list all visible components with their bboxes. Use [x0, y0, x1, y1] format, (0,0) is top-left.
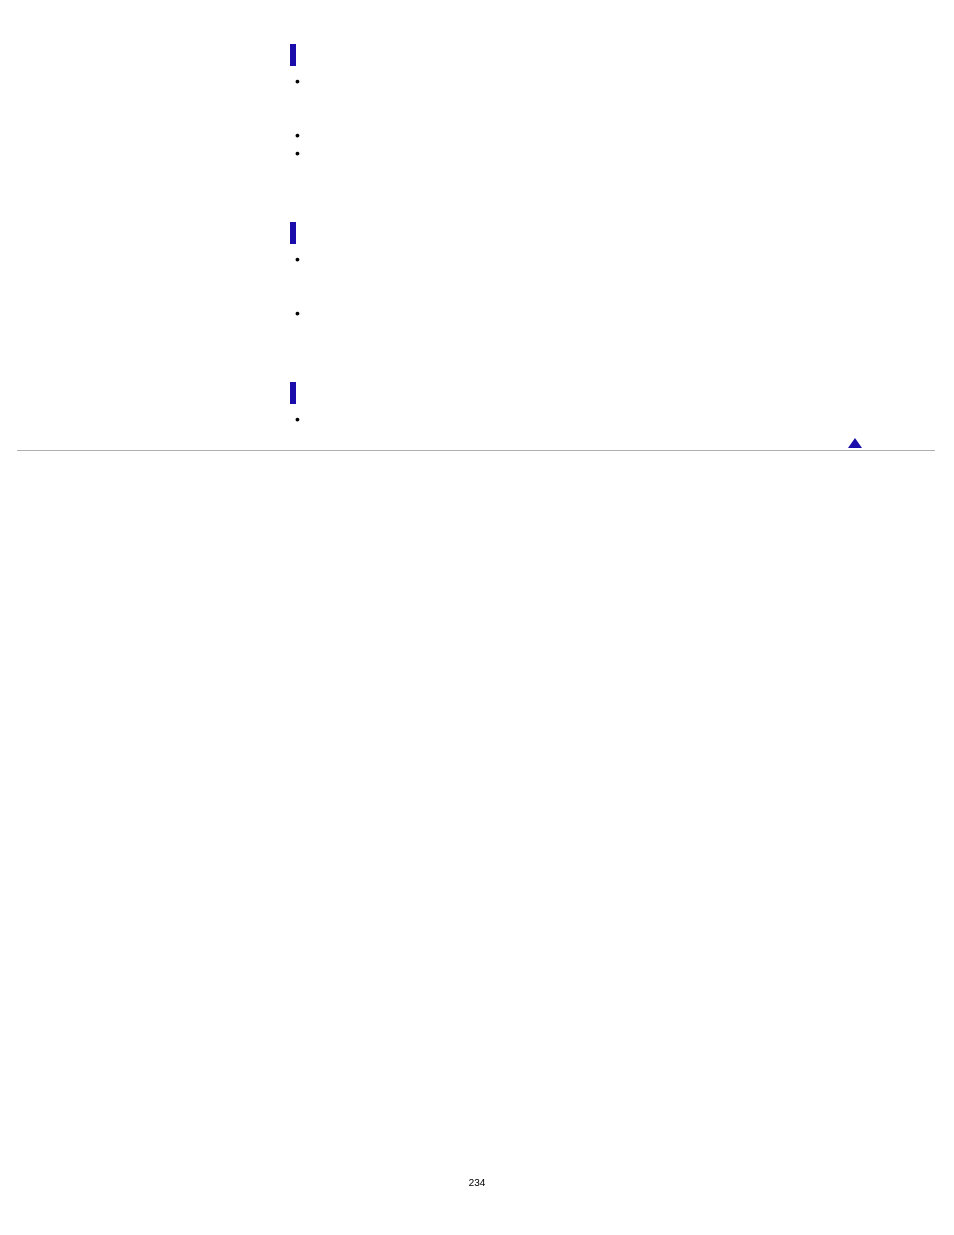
list-item: [295, 146, 954, 164]
list-item: [295, 74, 954, 92]
scroll-up-icon[interactable]: [848, 438, 862, 448]
section-gap: [290, 344, 954, 382]
horizontal-divider: [17, 450, 935, 451]
bullet-list-1: [290, 74, 954, 164]
bullet-list-2: [290, 252, 954, 324]
section-marker: [290, 222, 296, 244]
section-2: [290, 222, 954, 324]
section-1: [290, 44, 954, 164]
section-3: [290, 382, 954, 430]
list-item: [295, 306, 954, 324]
section-marker: [290, 382, 296, 404]
section-marker: [290, 44, 296, 66]
list-item: [295, 252, 954, 270]
content-area: [0, 0, 954, 430]
list-item: [295, 412, 954, 430]
list-item: [295, 128, 954, 146]
page-number: 234: [469, 1178, 486, 1189]
section-gap: [290, 184, 954, 222]
bullet-list-3: [290, 412, 954, 430]
